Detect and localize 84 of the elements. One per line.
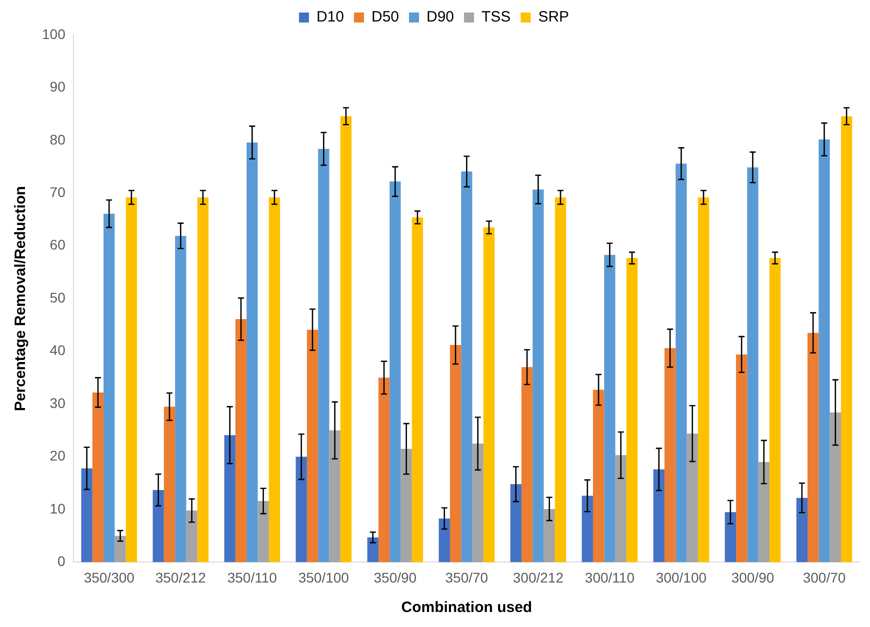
bar bbox=[296, 456, 307, 562]
bar bbox=[808, 332, 819, 562]
bar bbox=[554, 197, 566, 562]
bar bbox=[81, 468, 92, 562]
bar bbox=[340, 116, 352, 562]
y-tick-label: 100 bbox=[42, 26, 66, 42]
x-tick-label: 300/100 bbox=[656, 569, 707, 586]
bar bbox=[104, 214, 115, 562]
bar bbox=[769, 258, 781, 562]
bar bbox=[306, 330, 318, 562]
x-tick-label: 350/100 bbox=[298, 569, 350, 586]
bar bbox=[521, 367, 533, 562]
bar bbox=[676, 164, 687, 562]
bar bbox=[246, 142, 258, 562]
bar bbox=[175, 236, 186, 562]
bar bbox=[483, 227, 495, 562]
bar bbox=[840, 116, 852, 562]
bar bbox=[367, 537, 378, 562]
bar bbox=[461, 172, 472, 562]
bar bbox=[532, 189, 544, 562]
bar bbox=[438, 518, 450, 562]
x-tick-label: 350/90 bbox=[374, 569, 417, 586]
bar bbox=[626, 258, 638, 562]
bar bbox=[268, 197, 280, 562]
x-tick-label: 300/110 bbox=[584, 569, 635, 586]
bar bbox=[582, 496, 593, 562]
x-tick-label: 350/70 bbox=[445, 569, 488, 586]
bar bbox=[830, 412, 841, 562]
y-tick-label: 50 bbox=[50, 289, 66, 306]
bar bbox=[736, 354, 748, 562]
y-axis-title: Percentage Removal/Reduction bbox=[12, 186, 30, 412]
bar bbox=[796, 498, 808, 562]
x-tick-label: 350/110 bbox=[227, 569, 278, 586]
bar bbox=[758, 462, 770, 562]
y-tick-label: 80 bbox=[50, 131, 66, 148]
y-tick-label: 70 bbox=[50, 184, 66, 200]
y-tick-label: 10 bbox=[50, 500, 66, 516]
bar bbox=[152, 490, 164, 562]
bar bbox=[653, 469, 664, 562]
legend-label: D10 bbox=[316, 8, 344, 26]
bar bbox=[186, 510, 198, 562]
x-tick-label: 300/212 bbox=[512, 569, 564, 586]
bar bbox=[592, 390, 604, 562]
legend-label: D50 bbox=[371, 8, 400, 26]
bar bbox=[615, 455, 626, 562]
x-tick-label: 300/90 bbox=[731, 569, 774, 586]
y-tick-label: 30 bbox=[50, 394, 66, 411]
bar bbox=[544, 508, 555, 562]
bar bbox=[686, 434, 698, 562]
bar bbox=[604, 254, 616, 562]
bar bbox=[164, 406, 176, 562]
x-tick-label: 350/212 bbox=[155, 569, 206, 586]
bar bbox=[698, 197, 710, 562]
x-tick-label: 350/300 bbox=[84, 569, 135, 586]
bar bbox=[235, 319, 247, 562]
bar bbox=[197, 197, 209, 562]
bar bbox=[390, 182, 401, 562]
bar bbox=[510, 484, 522, 562]
y-tick-label: 90 bbox=[50, 78, 66, 95]
bar bbox=[664, 348, 676, 562]
bar bbox=[329, 430, 340, 562]
bar bbox=[450, 344, 462, 562]
legend-label: SRP bbox=[538, 8, 570, 26]
legend-label: D90 bbox=[426, 8, 454, 26]
bar bbox=[224, 435, 236, 562]
bar bbox=[412, 217, 424, 562]
x-axis-title: Combination used bbox=[401, 599, 532, 616]
bar bbox=[724, 512, 736, 562]
bar bbox=[818, 139, 830, 562]
bar bbox=[747, 167, 758, 562]
y-tick-label: 20 bbox=[50, 448, 66, 464]
bar bbox=[378, 378, 390, 562]
bar bbox=[114, 536, 126, 562]
bar bbox=[92, 392, 104, 562]
x-tick-label: 300/70 bbox=[802, 569, 846, 586]
y-tick-label: 40 bbox=[50, 342, 66, 358]
bar bbox=[318, 148, 330, 562]
bar bbox=[400, 448, 412, 562]
bar bbox=[126, 197, 138, 562]
y-tick-label: 0 bbox=[58, 553, 66, 570]
legend-label: TSS bbox=[482, 8, 511, 26]
y-tick-label: 60 bbox=[50, 236, 66, 253]
bar bbox=[472, 444, 484, 562]
bar bbox=[258, 501, 269, 562]
